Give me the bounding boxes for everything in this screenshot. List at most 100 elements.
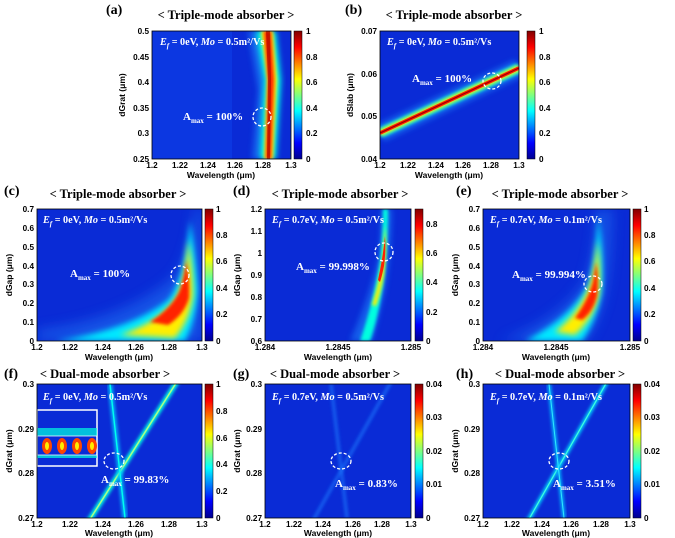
condition-label: Ef = 0.7eV, Mo = 0.5m²/Vs [271, 215, 384, 228]
max-marker [170, 265, 190, 285]
panel-label: (d) [233, 184, 250, 199]
svg-text:1: 1 [216, 205, 221, 214]
max-marker [374, 242, 394, 262]
plot-frame [482, 383, 631, 519]
panel-label: (a) [106, 3, 123, 18]
svg-text:1.28: 1.28 [161, 343, 177, 352]
condition-label: Ef = 0eV, Mo = 0.5m²/Vs [42, 392, 147, 405]
svg-text:0.2: 0.2 [469, 299, 481, 308]
svg-text:1.22: 1.22 [62, 343, 78, 352]
max-marker [252, 107, 272, 127]
svg-text:0.2: 0.2 [23, 299, 35, 308]
svg-text:1.22: 1.22 [504, 520, 520, 529]
svg-text:0.3: 0.3 [23, 280, 35, 289]
svg-text:0.6: 0.6 [216, 257, 228, 266]
svg-text:1: 1 [644, 205, 649, 214]
amax-label: Amax = 99.83% [101, 474, 169, 488]
svg-text:0.05: 0.05 [361, 112, 377, 121]
colorbar-ticks: 0 0.01 0.02 0.03 0.04 [644, 380, 660, 523]
plot-frame [264, 208, 412, 342]
svg-text:0: 0 [644, 337, 649, 346]
svg-text:0.28: 0.28 [18, 469, 34, 478]
y-ticks: 0.27 0.28 0.29 0.3 [18, 380, 34, 523]
panel-title: < Dual-mode absorber > [495, 367, 625, 381]
plot-frame [264, 383, 412, 519]
panel-g: (g) < Dual-mode absorber > Ef = 0.7eV, M… [232, 367, 442, 538]
panel-label: (h) [456, 367, 473, 382]
max-marker [103, 452, 125, 470]
panel-a: (a) < Triple-mode absorber > Ef = 0eV, M… [106, 3, 318, 180]
svg-text:0: 0 [306, 155, 311, 164]
svg-text:1.26: 1.26 [345, 520, 361, 529]
svg-text:0.6: 0.6 [469, 224, 481, 233]
x-axis-label: Wavelength (μm) [522, 528, 590, 538]
svg-text:0.6: 0.6 [251, 337, 263, 346]
svg-text:0.7: 0.7 [469, 205, 481, 214]
panel-h: (h) < Dual-mode absorber > Ef = 0.7eV, M… [450, 367, 660, 538]
svg-text:0.5: 0.5 [23, 243, 35, 252]
svg-text:0: 0 [644, 514, 649, 523]
panel-label: (e) [456, 184, 472, 199]
svg-text:0.5: 0.5 [138, 27, 150, 36]
svg-text:0.5: 0.5 [469, 243, 481, 252]
svg-text:0.4: 0.4 [426, 278, 438, 287]
x-axis-label: Wavelength (μm) [415, 170, 483, 180]
panel-title: < Triple-mode absorber > [272, 187, 409, 201]
svg-text:1.2: 1.2 [31, 343, 43, 352]
svg-text:0.8: 0.8 [216, 231, 228, 240]
svg-text:0.2: 0.2 [216, 487, 228, 496]
panel-label: (g) [233, 367, 250, 382]
svg-text:0.2: 0.2 [306, 129, 318, 138]
x-ticks: 1.2 1.22 1.24 1.26 1.28 1.3 [31, 343, 208, 352]
svg-text:0.01: 0.01 [426, 480, 442, 489]
svg-text:1.3: 1.3 [196, 520, 208, 529]
heatmap-plot [483, 384, 630, 518]
svg-text:1: 1 [539, 27, 544, 36]
panel-title: < Triple-mode absorber > [492, 187, 629, 201]
colorbar [293, 30, 303, 160]
heatmap-plot [265, 209, 411, 341]
x-ticks: 1.2 1.22 1.24 1.26 1.28 1.3 [146, 161, 297, 170]
plot-frame [151, 30, 292, 160]
svg-text:0.35: 0.35 [133, 104, 149, 113]
svg-text:0.1: 0.1 [23, 318, 35, 327]
panel-title: < Dual-mode absorber > [270, 367, 400, 381]
condition-label: Ef = 0eV, Mo = 0.5m²/Vs [159, 37, 264, 50]
amax-label: Amax = 100% [70, 268, 130, 282]
panel-title: < Dual-mode absorber > [40, 367, 170, 381]
svg-text:1.28: 1.28 [374, 520, 390, 529]
heatmap-plot [380, 31, 519, 159]
svg-text:1.2845: 1.2845 [325, 343, 350, 352]
colorbar [204, 383, 214, 519]
svg-text:0.04: 0.04 [361, 155, 377, 164]
condition-label: Ef = 0eV, Mo = 0.5m²/Vs [42, 215, 147, 228]
svg-text:0.04: 0.04 [644, 380, 660, 389]
panel-f: (f) < Dual-mode absorber > Ef = 0eV, Mo … [4, 367, 228, 538]
svg-text:1.2: 1.2 [477, 520, 489, 529]
colorbar-ticks: 0 0.2 0.4 0.6 0.8 [426, 220, 438, 346]
svg-text:0.4: 0.4 [644, 284, 656, 293]
y-ticks: 0.04 0.05 0.06 0.07 [361, 27, 377, 164]
y-axis-label: dGrat (μm) [450, 429, 460, 473]
svg-text:1.2: 1.2 [374, 161, 386, 170]
panel-title: < Triple-mode absorber > [50, 187, 187, 201]
svg-text:0.45: 0.45 [133, 53, 149, 62]
svg-text:0.4: 0.4 [216, 284, 228, 293]
svg-text:0: 0 [426, 514, 431, 523]
svg-text:0.02: 0.02 [426, 447, 442, 456]
svg-text:0.3: 0.3 [251, 380, 263, 389]
svg-text:1.24: 1.24 [95, 343, 111, 352]
y-axis-label: dGrat (μm) [117, 73, 127, 117]
colorbar [414, 208, 424, 342]
heatmap-plot [37, 384, 202, 518]
svg-text:1.28: 1.28 [161, 520, 177, 529]
svg-text:0.6: 0.6 [426, 249, 438, 258]
svg-text:1.3: 1.3 [196, 343, 208, 352]
svg-text:1.2: 1.2 [146, 161, 158, 170]
svg-text:0.8: 0.8 [216, 407, 228, 416]
condition-label: Ef = 0.7eV, Mo = 0.5m²/Vs [271, 392, 384, 405]
plot-frame [379, 30, 520, 160]
svg-text:0.28: 0.28 [246, 469, 262, 478]
svg-text:0.7: 0.7 [23, 205, 35, 214]
